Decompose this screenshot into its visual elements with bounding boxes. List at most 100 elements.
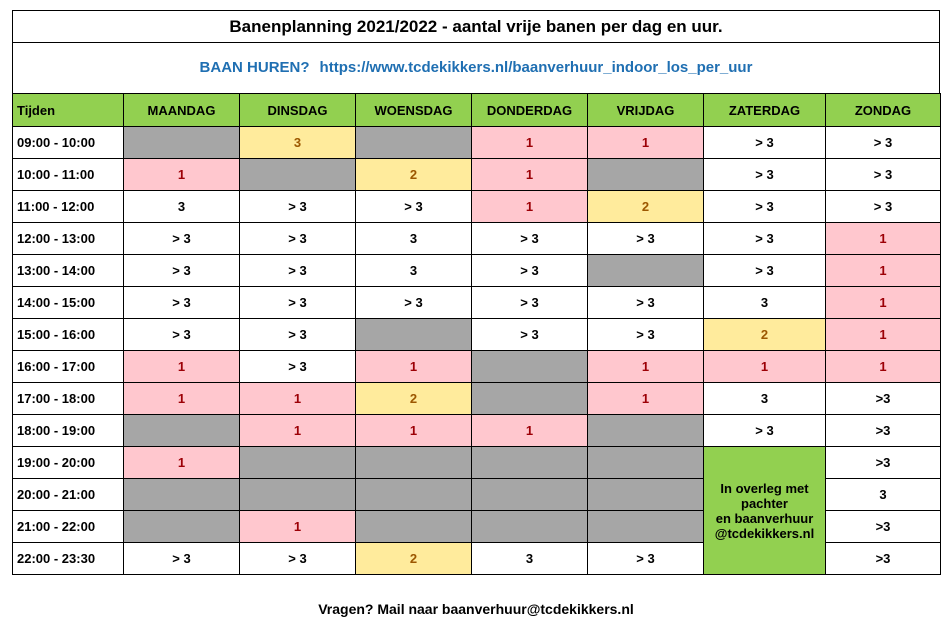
rent-court-banner: BAAN HUREN? https://www.tcdekikkers.nl/b…: [12, 42, 940, 94]
column-header-day: MAANDAG: [123, 93, 240, 127]
free-courts-cell: 1: [239, 382, 356, 415]
free-courts-cell: 1: [825, 286, 941, 319]
rent-court-link[interactable]: https://www.tcdekikkers.nl/baanverhuur_i…: [319, 59, 753, 76]
unavailable-slot: [123, 414, 240, 447]
column-header-day: DONDERDAG: [471, 93, 588, 127]
free-courts-cell: 1: [587, 126, 704, 159]
time-slot-row: 19:00 - 20:00 1 In overleg met pachter en b…: [12, 446, 941, 575]
unavailable-slot: [587, 414, 704, 447]
column-header-day: WOENSDAG: [355, 93, 472, 127]
time-slot-row: 20:00 - 21:00 3: [12, 478, 941, 511]
free-courts-cell: 1: [587, 382, 704, 415]
contact-footer: Vragen? Mail naar baanverhuur@tcdekikker…: [318, 601, 634, 617]
free-courts-cell: > 3: [239, 542, 356, 575]
free-courts-cell: > 3: [123, 542, 240, 575]
free-courts-cell: > 3: [703, 126, 826, 159]
free-courts-cell: 3: [355, 222, 472, 255]
time-slot-label: 19:00 - 20:00: [12, 446, 124, 479]
free-courts-cell: 1: [825, 222, 941, 255]
unavailable-slot: [355, 510, 472, 543]
free-courts-cell: 1: [123, 158, 240, 191]
free-courts-cell: 2: [703, 318, 826, 351]
free-courts-cell: > 3: [471, 254, 588, 287]
free-courts-cell: >3: [825, 446, 941, 479]
time-slot-label: 18:00 - 19:00: [12, 414, 124, 447]
free-courts-cell: > 3: [825, 190, 941, 223]
time-slot-row: 10:00 - 11:00 1 2 1 > 3 > 3: [12, 158, 941, 191]
unavailable-slot: [587, 478, 704, 511]
free-courts-cell: > 3: [703, 158, 826, 191]
free-courts-cell: > 3: [123, 254, 240, 287]
free-courts-cell: > 3: [471, 222, 588, 255]
unavailable-slot: [123, 126, 240, 159]
time-slot-label: 16:00 - 17:00: [12, 350, 124, 383]
unavailable-slot: [587, 510, 704, 543]
free-courts-cell: > 3: [123, 222, 240, 255]
free-courts-cell: > 3: [703, 190, 826, 223]
unavailable-slot: [239, 446, 356, 479]
free-courts-cell: 1: [239, 510, 356, 543]
unavailable-slot: [355, 478, 472, 511]
column-header-day: ZATERDAG: [703, 93, 826, 127]
free-courts-cell: 3: [239, 126, 356, 159]
free-courts-cell: 2: [355, 542, 472, 575]
free-courts-cell: > 3: [471, 318, 588, 351]
time-slot-label: 13:00 - 14:00: [12, 254, 124, 287]
consultation-note-line: en baanverhuur: [715, 510, 814, 526]
unavailable-slot: [239, 158, 356, 191]
free-courts-cell: > 3: [123, 286, 240, 319]
free-courts-cell: > 3: [239, 222, 356, 255]
time-slot-row: 17:00 - 18:00 1 1 2 1 3 >3: [12, 382, 941, 415]
free-courts-cell: 3: [825, 478, 941, 511]
free-courts-cell: 3: [703, 286, 826, 319]
free-courts-cell: > 3: [239, 318, 356, 351]
free-courts-cell: 2: [587, 190, 704, 223]
free-courts-cell: > 3: [703, 254, 826, 287]
unavailable-slot: [123, 478, 240, 511]
free-courts-cell: 1: [355, 350, 472, 383]
free-courts-cell: >3: [825, 382, 941, 415]
free-courts-cell: >3: [825, 510, 941, 543]
free-courts-cell: > 3: [239, 286, 356, 319]
free-courts-cell: 3: [355, 254, 472, 287]
time-slot-label: 15:00 - 16:00: [12, 318, 124, 351]
free-courts-cell: 2: [355, 158, 472, 191]
time-slot-row: 22:00 - 23:30 > 3 > 3 2 3 > 3 >3: [12, 542, 941, 575]
free-courts-cell: 1: [471, 414, 588, 447]
unavailable-slot: [587, 254, 704, 287]
free-courts-cell: 1: [825, 350, 941, 383]
time-slot-label: 09:00 - 10:00: [12, 126, 124, 159]
rent-court-label: BAAN HUREN?: [199, 59, 310, 76]
free-courts-cell: > 3: [123, 318, 240, 351]
free-courts-cell: 3: [123, 190, 240, 223]
free-courts-cell: 1: [825, 318, 941, 351]
free-courts-cell: > 3: [825, 126, 941, 159]
free-courts-cell: > 3: [355, 286, 472, 319]
free-courts-cell: 1: [471, 126, 588, 159]
free-courts-cell: > 3: [239, 254, 356, 287]
time-slot-label: 14:00 - 15:00: [12, 286, 124, 319]
column-header-day: VRIJDAG: [587, 93, 704, 127]
free-courts-cell: > 3: [825, 158, 941, 191]
unavailable-slot: [471, 510, 588, 543]
free-courts-cell: >3: [825, 542, 941, 575]
unavailable-slot: [471, 350, 588, 383]
unavailable-slot: [239, 478, 356, 511]
column-header-times: Tijden: [12, 93, 124, 127]
unavailable-slot: [471, 382, 588, 415]
free-courts-cell: 1: [239, 414, 356, 447]
free-courts-cell: > 3: [587, 286, 704, 319]
free-courts-cell: > 3: [587, 318, 704, 351]
time-slot-row: 09:00 - 10:00 3 1 1 > 3 > 3: [12, 126, 941, 159]
unavailable-slot: [355, 126, 472, 159]
free-courts-cell: >3: [825, 414, 941, 447]
free-courts-cell: > 3: [587, 222, 704, 255]
unavailable-slot: [123, 510, 240, 543]
header-row: Tijden MAANDAG DINSDAG WOENSDAG DONDERDA…: [12, 93, 941, 127]
free-courts-cell: 1: [355, 414, 472, 447]
